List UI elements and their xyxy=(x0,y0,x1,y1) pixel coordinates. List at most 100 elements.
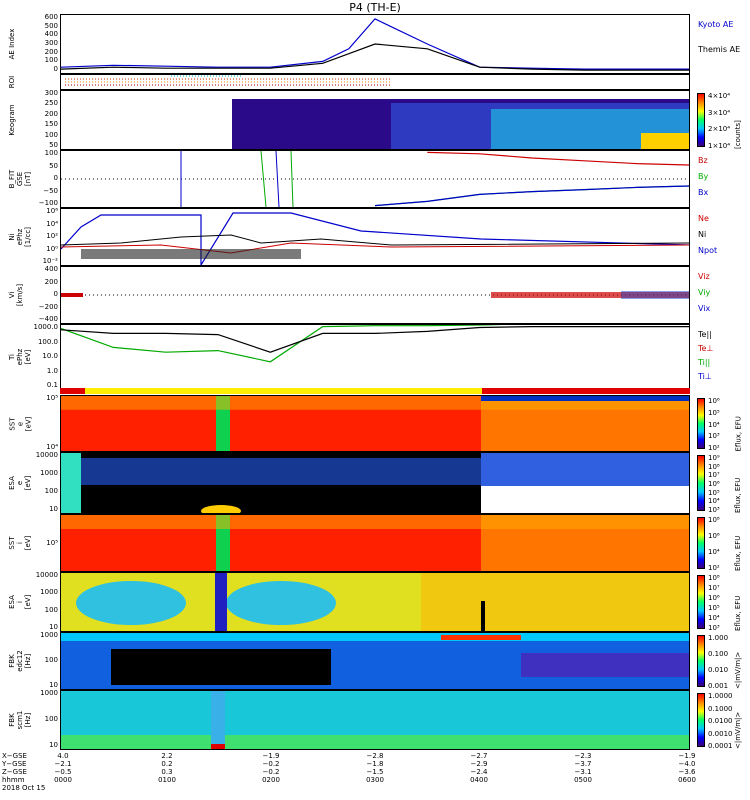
spectrogram-blob xyxy=(76,581,186,625)
panel-label-line: e xyxy=(16,421,24,426)
panel-ae xyxy=(60,14,690,74)
series-line-ti- xyxy=(61,325,504,363)
y-tick-label: 1000.0 xyxy=(33,323,59,331)
y-tick-label: 1000 xyxy=(40,588,58,597)
x-axis-value: 2.2 xyxy=(161,752,173,760)
panel-label-line: ESA xyxy=(8,595,16,609)
panel-sst_e xyxy=(60,395,690,452)
legend-entry: Te|| xyxy=(698,330,712,339)
colorbar-tick-label: 10² xyxy=(708,444,720,452)
spectrogram-spike xyxy=(481,601,485,631)
panel-label-line: ESA xyxy=(8,476,16,490)
plot-area-ae xyxy=(61,18,689,71)
x-axis-value: −1.8 xyxy=(366,760,384,768)
colorbar-tick-label: 0.010 xyxy=(708,666,729,674)
x-axis-value: 0100 xyxy=(158,776,176,784)
panel-label-line: AE Index xyxy=(8,28,16,60)
colorbar xyxy=(697,635,705,687)
x-axis-value: 0300 xyxy=(366,776,384,784)
y-tick-label: 200 xyxy=(44,109,58,118)
colorbar-unit: Eflux, EFU xyxy=(734,595,742,631)
spectrogram-feature xyxy=(201,505,241,513)
spectrogram-top xyxy=(61,633,689,641)
series-line-te- xyxy=(61,326,689,353)
spectrogram-dark xyxy=(111,649,331,685)
colorbar-tick-label: 10⁸ xyxy=(708,462,720,471)
spectrogram-blob xyxy=(226,581,336,625)
y-tick-label: 10 xyxy=(49,505,58,513)
velocity-points xyxy=(61,293,83,297)
series-line-ni xyxy=(61,234,689,246)
panel-label-line: B_FIT xyxy=(8,169,16,189)
colorbar-tick-label: 10³ xyxy=(708,506,720,514)
colorbar-tick-label: 10⁵ xyxy=(708,408,720,417)
y-tick-label: −50 xyxy=(43,186,58,195)
spectrogram-gap xyxy=(215,573,227,631)
spectrogram-hot xyxy=(211,744,225,749)
panel-label-line: Ti xyxy=(8,354,16,361)
x-axis-value: −3.7 xyxy=(574,760,592,768)
y-tick-label: 400 xyxy=(44,265,58,273)
panel-label-line: ePhz xyxy=(16,348,24,366)
x-axis-row-label: Z−GSE xyxy=(2,768,27,776)
colorbar-tick-label: 0.0100 xyxy=(708,717,733,725)
colorbar-tick-label: 10² xyxy=(708,564,720,572)
x-axis-value: −2.1 xyxy=(54,760,72,768)
legend-entry: Te⊥ xyxy=(698,344,714,353)
y-tick-label: −200 xyxy=(38,302,58,311)
colorbar-tick-label: 10⁵ xyxy=(708,488,720,497)
panel-esa_i xyxy=(60,572,690,632)
y-tick-label: 150 xyxy=(44,120,58,129)
colorbar-tick-label: 2×10⁴ xyxy=(708,125,731,134)
spectrogram-low xyxy=(61,735,689,749)
x-axis-value: −4.0 xyxy=(678,760,696,768)
plot-area-sst_i xyxy=(61,515,689,571)
panel-fbk_scm xyxy=(60,690,690,750)
spectrogram-hot xyxy=(441,635,521,640)
panel-temp xyxy=(60,324,690,390)
y-tick-label: 0 xyxy=(53,174,58,182)
colorbar xyxy=(697,693,705,747)
panel-label-line: FBK xyxy=(8,654,16,668)
velocity-points xyxy=(621,291,689,299)
plot-area-density xyxy=(61,212,689,265)
legend-entry: Ne xyxy=(698,214,709,223)
panel-label-line: [km/s] xyxy=(16,283,24,307)
panel-label-line: Ni xyxy=(8,233,16,241)
plot-area-roi xyxy=(65,75,391,86)
y-tick-label: 100 xyxy=(44,715,58,723)
x-axis-value: 0.2 xyxy=(161,760,173,768)
plot-area-esa_i xyxy=(61,573,689,631)
x-axis: X−GSE Y−GSE Z−GSE hhmm 2018 Oct 15 4.0 −2.1 −0.… xyxy=(0,752,750,800)
y-tick-label: 200 xyxy=(44,47,58,56)
spectrogram-region xyxy=(481,453,689,486)
plot-area-fbk_scm xyxy=(61,691,689,749)
plot-title: P4 (TH-E) xyxy=(349,1,401,14)
b-spike xyxy=(290,151,294,207)
y-tick-label: 300 xyxy=(44,39,58,47)
legend-entry: By xyxy=(698,172,709,181)
y-tick-label: 0 xyxy=(53,65,58,73)
legend-entry: Viz xyxy=(698,272,710,281)
x-axis-value: −2.9 xyxy=(470,760,488,768)
x-axis-row-label: 2018 Oct 15 xyxy=(2,784,46,792)
colorbar-tick-label: 1×10⁴ xyxy=(708,142,731,150)
y-tick-label: 10 xyxy=(49,741,58,749)
y-tick-label: 100 xyxy=(44,487,58,495)
series-line-themis-ae xyxy=(61,43,689,71)
y-tick-label: 10⁶ xyxy=(46,207,58,215)
y-tick-label: 50 xyxy=(49,161,58,170)
x-axis-value: −0.2 xyxy=(262,760,280,768)
y-tick-label: 100 xyxy=(44,56,58,65)
panel-label-line: e xyxy=(16,480,24,486)
panel-label-line: i xyxy=(16,542,24,544)
panel-esa_e xyxy=(60,452,690,514)
legend-entry: Kyoto AE xyxy=(698,20,734,29)
colorbar-tick-label: 10⁵ xyxy=(708,604,720,612)
legend-entry: Themis AE xyxy=(698,45,741,54)
y-tick-label: 0.1 xyxy=(46,381,58,389)
b-spike xyxy=(260,151,267,207)
x-axis-value: 0200 xyxy=(262,776,280,784)
colorbar-tick-label: 4×10⁴ xyxy=(708,92,731,100)
x-axis-value: 0400 xyxy=(470,776,488,784)
